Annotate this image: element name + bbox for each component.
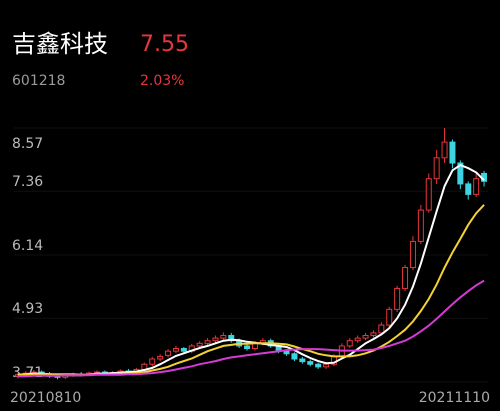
candle-body [291,353,298,360]
candle-body [283,350,290,355]
candle-body [354,337,361,342]
stock-price: 7.55 [140,32,189,57]
y-tick-label: 4.93 [12,301,43,317]
candle-body [473,178,480,195]
candle-body [386,308,393,326]
end-date: 20211110 [419,390,490,406]
candle-body [204,340,211,344]
candle-body [212,337,219,342]
candle-body [441,141,448,159]
candle-body [394,287,401,310]
candle-body [417,209,424,242]
candle-body [378,324,385,334]
candle-body [362,334,369,339]
candle-body [449,141,456,164]
start-date: 20210810 [10,390,81,406]
candle-body [196,342,203,347]
candle-body [346,340,353,347]
candle-body [220,334,227,339]
candle-body [457,162,464,185]
candle-body [307,361,314,365]
moving-average-line [17,279,485,378]
y-tick-label: 8.57 [12,136,43,152]
stock-change: 2.03% [140,73,184,89]
candle-body [299,358,306,363]
stock-name: 吉鑫科技 [12,30,108,58]
candle-body [433,157,440,180]
candle-body [409,240,416,269]
stock-code: 601218 [12,73,65,89]
candle-body [370,332,377,336]
y-tick-label: 6.14 [12,238,43,254]
candle-body [425,178,432,211]
candle-body [172,348,179,352]
candle-body [157,355,164,360]
candle-body [323,363,330,368]
candle-body [315,363,322,368]
y-tick-label: 7.36 [12,174,43,190]
candle-body [149,358,156,365]
candle-body [465,183,472,195]
candle-body [180,348,187,352]
candle-body [402,267,409,289]
candle-body [244,345,251,350]
candle-body [165,350,172,356]
